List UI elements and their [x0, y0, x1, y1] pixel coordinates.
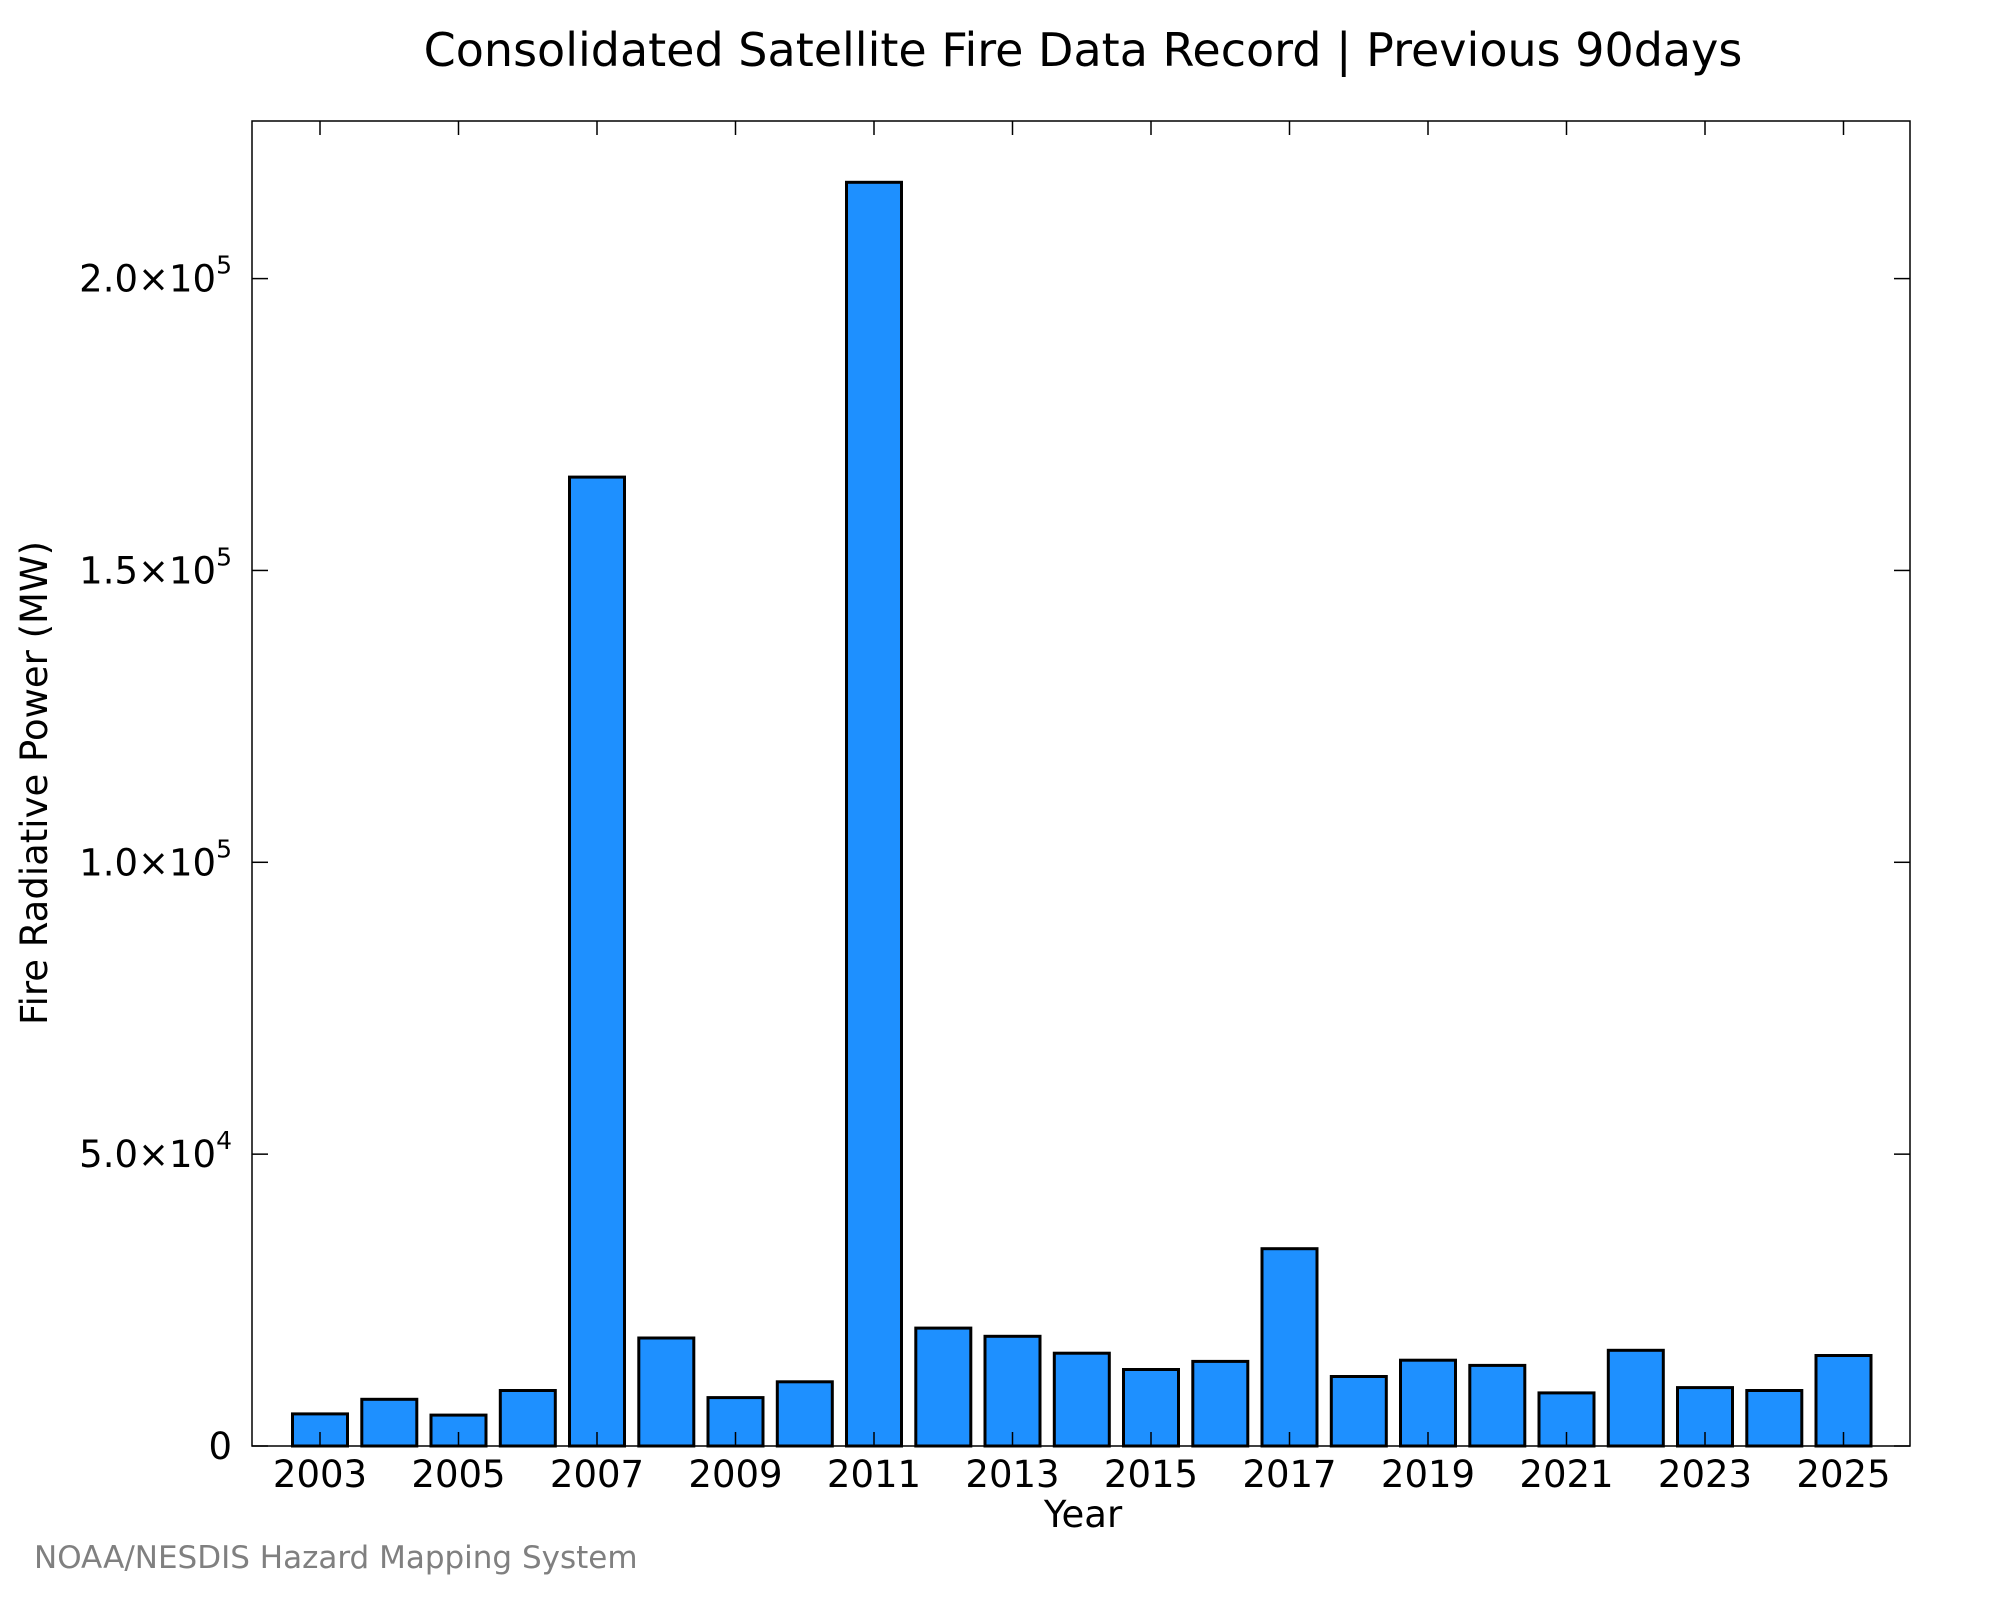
- bar-2025: [1814, 1354, 1873, 1448]
- x-tick-label-2005: 2005: [411, 1453, 505, 1496]
- x-tick-label-2017: 2017: [1242, 1453, 1336, 1496]
- y-axis-label: Fire Radiative Power (MW): [13, 541, 56, 1025]
- bar-2017: [1260, 1247, 1319, 1448]
- bar-2010: [775, 1380, 834, 1448]
- bar-2008: [637, 1336, 696, 1448]
- bar-2011: [845, 180, 903, 1448]
- x-tick-label-2023: 2023: [1658, 1453, 1752, 1496]
- x-tick-label-2015: 2015: [1104, 1453, 1198, 1496]
- bar-2020: [1468, 1363, 1527, 1448]
- x-tick-label-2009: 2009: [688, 1453, 782, 1496]
- x-tick-label-2021: 2021: [1519, 1453, 1613, 1496]
- x-ticks-group: 2003 2005 2007 2009 2011 2013 2015 2017 2019 2021…: [273, 121, 1891, 1496]
- bar-2013: [983, 1334, 1042, 1448]
- plot-frame: [251, 120, 1911, 1447]
- bar-2024: [1745, 1389, 1804, 1448]
- x-tick-label-2007: 2007: [550, 1453, 644, 1496]
- y-ticks-group: 0 5.0×104 1.0×105 1.5×105 2.0×105: [79, 251, 1910, 1468]
- x-tick-label-2011: 2011: [827, 1453, 921, 1496]
- x-tick-label-2019: 2019: [1381, 1453, 1475, 1496]
- y-tick-label-0: 0: [208, 1425, 232, 1468]
- bars-group: [291, 180, 1873, 1448]
- y-tick-label-100000: 1.0×105: [79, 834, 232, 884]
- x-tick-label-2025: 2025: [1796, 1453, 1890, 1496]
- bar-2012: [914, 1326, 973, 1448]
- bar-2014: [1052, 1351, 1111, 1448]
- y-tick-label-150000: 1.5×105: [79, 542, 232, 592]
- y-tick-label-50000: 5.0×104: [79, 1126, 232, 1176]
- bar-2018: [1329, 1375, 1388, 1448]
- chart-title: Consolidated Satellite Fire Data Record …: [424, 23, 1743, 78]
- bar-2004: [360, 1397, 419, 1448]
- y-tick-label-200000: 2.0×105: [79, 251, 232, 301]
- bar-2006: [498, 1389, 557, 1448]
- bar-2016: [1191, 1359, 1250, 1448]
- x-tick-label-2013: 2013: [965, 1453, 1059, 1496]
- x-tick-label-2003: 2003: [273, 1453, 367, 1496]
- bar-2022: [1606, 1348, 1665, 1448]
- x-axis-label: Year: [1043, 1493, 1123, 1536]
- bar-2007: [568, 475, 626, 1448]
- credit-text: NOAA/NESDIS Hazard Mapping System: [34, 1540, 638, 1576]
